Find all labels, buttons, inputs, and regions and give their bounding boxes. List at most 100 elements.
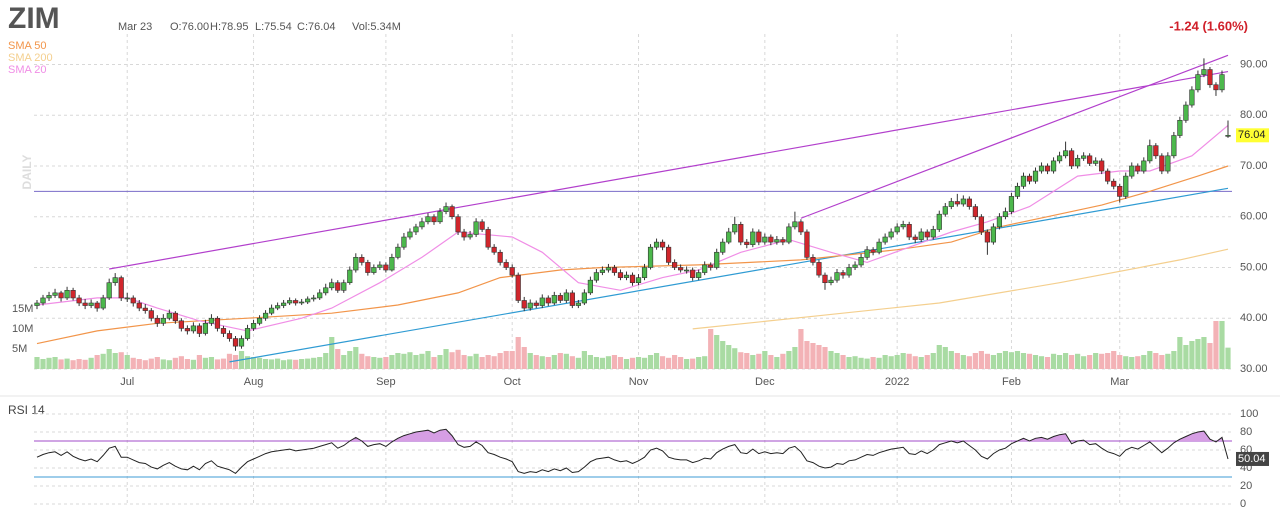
candle-body (509, 267, 515, 276)
volume-bar (184, 359, 190, 369)
candle-body (503, 262, 509, 268)
volume-bar (250, 357, 257, 369)
candle-body (882, 236, 888, 243)
candle-body (401, 236, 407, 248)
candle-body (834, 272, 840, 281)
candle-body (635, 277, 642, 284)
candle-body (1177, 119, 1183, 136)
candle-body (611, 267, 618, 273)
volume-bar (563, 353, 569, 369)
volume-bar (852, 356, 858, 369)
trend-line (800, 54, 1229, 219)
volume-tick-label: 5M (12, 343, 27, 355)
volume-bar (942, 347, 948, 369)
volume-bar (744, 353, 750, 369)
legend-entry: SMA 50 (8, 40, 47, 52)
candle-body (900, 224, 906, 228)
candle-body (1183, 104, 1189, 121)
candle-body (467, 234, 473, 238)
volume-bar (1075, 353, 1081, 369)
candle-body (455, 216, 461, 233)
volume-text: Vol:5.34M (352, 21, 401, 33)
candle-body (202, 323, 209, 334)
candle-body (311, 297, 317, 300)
volume-bar (828, 351, 834, 369)
candle-body (46, 295, 52, 299)
candle-body (208, 317, 215, 324)
candle-body (569, 292, 575, 306)
candle-body (924, 231, 930, 238)
candle-body (690, 269, 696, 278)
candle-body (142, 307, 148, 311)
candle-body (587, 279, 593, 294)
volume-bar (58, 359, 64, 369)
volume-bar (106, 349, 112, 369)
volume-bar (401, 353, 407, 369)
candle-body (419, 221, 425, 228)
candle-body (1093, 160, 1099, 164)
volume-bar (521, 347, 527, 369)
candle-body (317, 292, 323, 299)
volume-bar (696, 357, 702, 369)
volume-bar (1153, 353, 1159, 369)
legend-entry: SMA 200 (8, 52, 53, 64)
volume-bar (479, 357, 485, 369)
candle-body (696, 272, 702, 278)
volume-bar (629, 357, 636, 369)
candle-body (780, 239, 786, 243)
volume-bar (196, 355, 203, 369)
candle-body (960, 198, 966, 205)
candle-body (94, 302, 100, 309)
candle-body (972, 206, 978, 218)
volume-bar (305, 358, 311, 369)
candle-body (497, 251, 503, 263)
volume-bar (293, 359, 299, 369)
volume-bar (1117, 355, 1123, 369)
volume-bar (148, 358, 154, 369)
volume-bar (1002, 351, 1009, 369)
volume-bar (786, 351, 792, 369)
volume-bar (118, 352, 124, 369)
volume-bar (202, 357, 209, 369)
volume-bar (503, 351, 509, 369)
rsi-tick-label: 100 (1240, 408, 1258, 420)
volume-bar (900, 353, 906, 369)
candle-body (1014, 185, 1021, 197)
candle-body (365, 262, 371, 273)
volume-bar (214, 359, 221, 369)
candle-body (990, 226, 997, 243)
volume-bar (341, 355, 347, 369)
close-price: C:76.04 (297, 21, 336, 33)
x-tick-label: Aug (244, 376, 264, 388)
volume-bar (876, 357, 882, 369)
candle-body (1189, 89, 1195, 106)
volume-bar (1189, 341, 1195, 369)
volume-bar (455, 349, 461, 369)
candle-body (1207, 69, 1213, 86)
volume-bar (1219, 321, 1225, 369)
volume-bar (726, 345, 732, 369)
volume-bar (888, 356, 894, 369)
legend-entry: SMA 20 (8, 64, 47, 76)
candle-body (395, 246, 401, 258)
volume-bar (371, 357, 377, 369)
candle-body (178, 320, 184, 329)
volume-bar (208, 357, 215, 369)
volume-bar (1105, 353, 1111, 369)
candle-body (485, 229, 491, 248)
candle-body (888, 231, 894, 238)
candle-body (762, 236, 768, 243)
volume-bar (160, 359, 166, 369)
x-tick-label: Nov (629, 376, 649, 388)
trend-line (109, 70, 1229, 270)
volume-bar (738, 352, 744, 369)
volume-bar (539, 356, 545, 369)
volume-bar (792, 347, 798, 369)
low-price: L:75.54 (255, 21, 292, 33)
volume-bar (527, 353, 533, 369)
candle-body (714, 251, 720, 268)
volume-bar (1213, 321, 1219, 369)
volume-bar (64, 358, 70, 369)
volume-bar (882, 355, 888, 369)
